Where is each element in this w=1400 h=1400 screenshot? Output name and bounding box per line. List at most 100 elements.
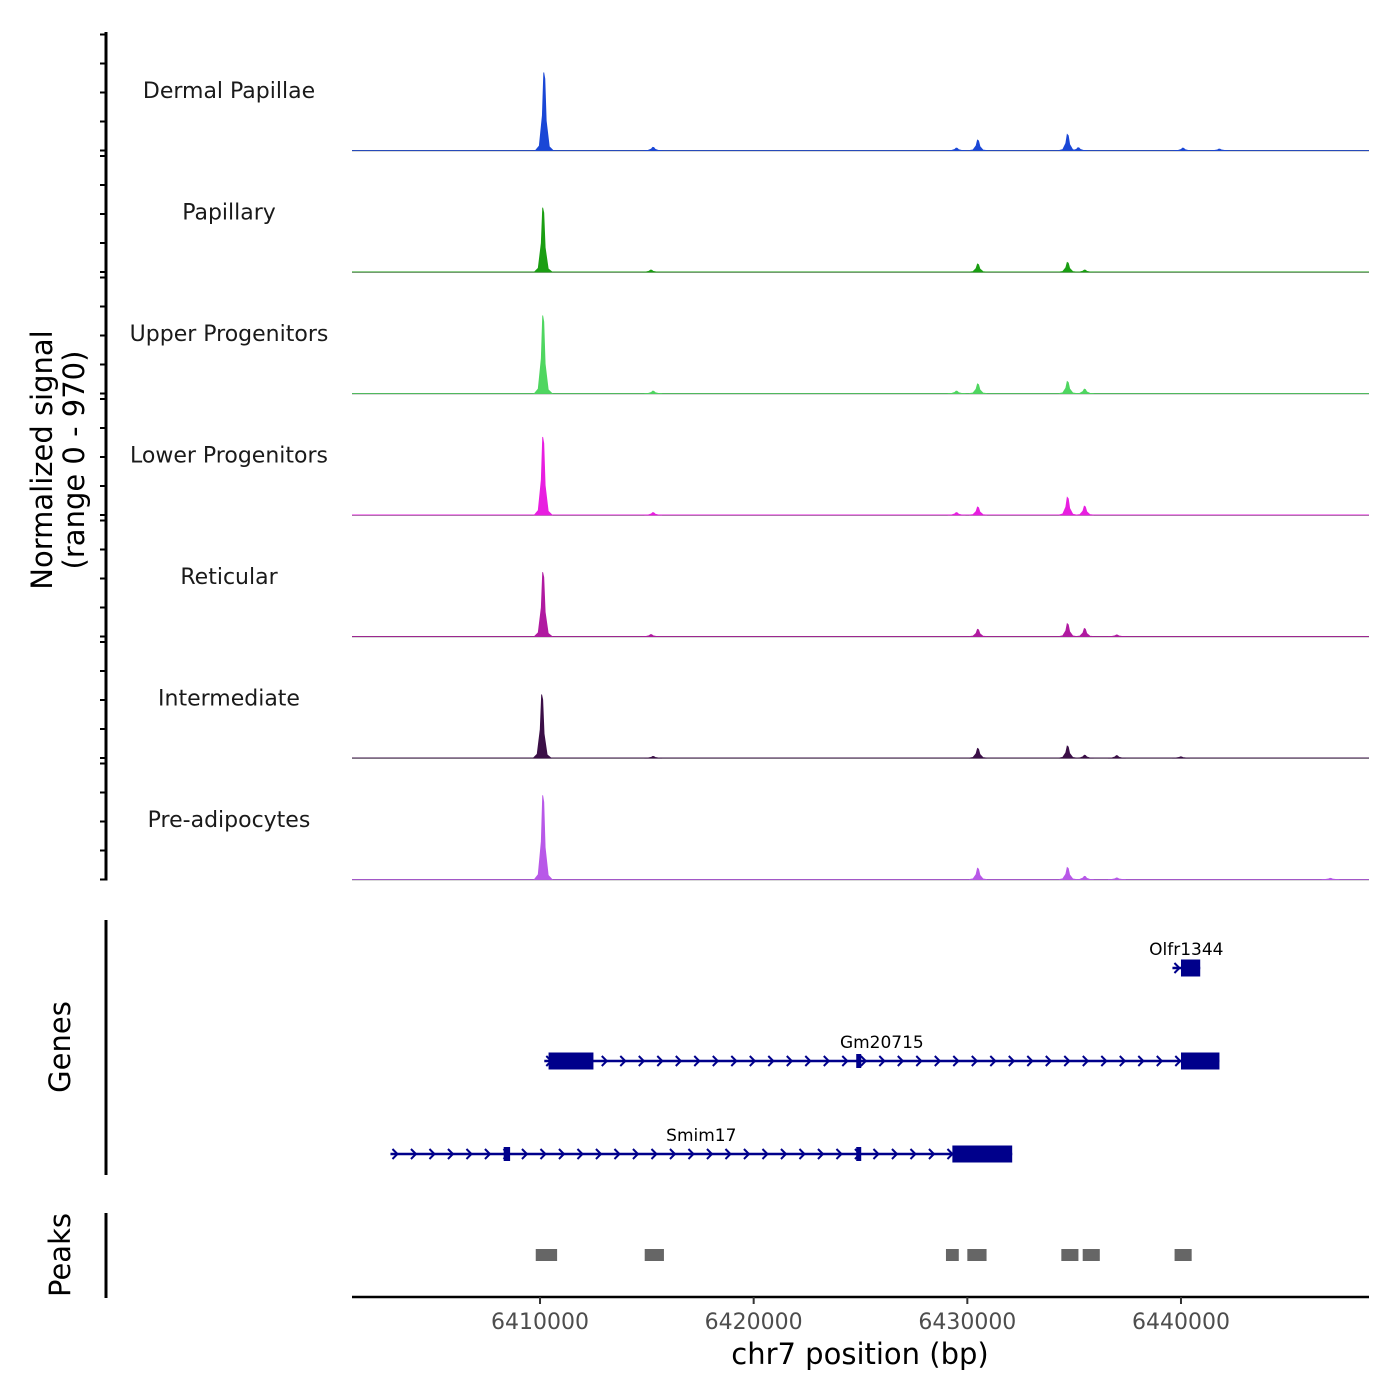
strand-arrow-icon (650, 1148, 658, 1160)
strand-arrow-icon (909, 1148, 917, 1160)
gene-exon (856, 1147, 862, 1161)
signal-peak (644, 755, 663, 759)
strand-arrow-icon (656, 1055, 664, 1067)
strand-arrow-icon (638, 1055, 646, 1067)
signal-peak (969, 383, 987, 394)
signal-peak (1107, 755, 1126, 759)
peak-region (644, 1249, 664, 1261)
strand-arrow-icon (1008, 1055, 1016, 1067)
peak-regions (535, 1249, 1192, 1261)
y-axis-subtitle: (range 0 - 970) (57, 351, 91, 570)
signal-peak (644, 146, 663, 151)
strand-arrow-icon (780, 1148, 788, 1160)
strand-arrow-icon (835, 1148, 843, 1160)
strand-arrow-icon (619, 1055, 627, 1067)
strand-arrow-icon (391, 1148, 399, 1160)
strand-arrow-icon (860, 1055, 868, 1067)
track-dermal-papillae: Dermal Papillae (143, 72, 1369, 152)
strand-arrow-icon (687, 1148, 695, 1160)
x-tick-label: 6410000 (491, 1310, 589, 1335)
gene-smim17: Smim17 (390, 1126, 1013, 1163)
gene-exon (1180, 1052, 1220, 1070)
peak-region (945, 1249, 959, 1261)
strand-arrow-icon (675, 1055, 683, 1067)
gene-gm20715: Gm20715 (544, 1033, 1220, 1070)
signal-y-axis (100, 32, 108, 881)
signal-peak (533, 207, 554, 273)
signal-peak (969, 506, 987, 516)
signal-peak (644, 512, 663, 516)
strand-arrow-icon (465, 1148, 473, 1160)
strand-arrow-icon (743, 1148, 751, 1160)
signal-peak (1107, 877, 1126, 880)
signal-peak (642, 634, 661, 637)
strand-arrow-icon (632, 1148, 640, 1160)
strand-arrow-icon (823, 1055, 831, 1067)
gene-olfr1344: Olfr1344 (1149, 940, 1223, 977)
signal-peak (969, 263, 987, 273)
signal-peak (1107, 634, 1126, 637)
signal-peak (1058, 496, 1077, 516)
track-papillary: Papillary (182, 201, 1369, 273)
strand-arrow-icon (971, 1055, 979, 1067)
strand-arrow-icon (1137, 1055, 1145, 1067)
strand-arrow-icon (595, 1148, 603, 1160)
signal-peak (1069, 147, 1088, 151)
signal-peak (534, 72, 555, 151)
strand-arrow-icon (804, 1055, 812, 1067)
strand-arrow-icon (558, 1148, 566, 1160)
genes-title: Genes (43, 1001, 77, 1093)
strand-arrow-icon (601, 1055, 609, 1067)
signal-peak (1321, 877, 1340, 880)
x-tick-label: 6430000 (918, 1310, 1016, 1335)
signal-peak (642, 269, 661, 273)
signal-peak (533, 315, 554, 394)
gene-label: Smim17 (666, 1126, 736, 1146)
strand-arrow-icon (539, 1148, 547, 1160)
strand-arrow-icon (521, 1148, 529, 1160)
gene-annotations: Olfr1344 Gm20715 Smim17 (390, 940, 1223, 1163)
peak-region (967, 1249, 987, 1261)
x-tick-label: 6440000 (1132, 1310, 1230, 1335)
signal-peak (644, 390, 663, 394)
strand-arrow-icon (484, 1148, 492, 1160)
strand-arrow-icon (1045, 1055, 1053, 1067)
signal-peak (533, 795, 554, 880)
gene-exon (952, 1145, 1013, 1163)
strand-arrow-icon (915, 1055, 923, 1067)
gene-exon (548, 1052, 594, 1070)
track-label: Papillary (182, 201, 276, 226)
signal-peak (947, 512, 966, 516)
track-label: Upper Progenitors (130, 322, 329, 347)
track-reticular: Reticular (180, 565, 1369, 638)
strand-arrow-icon (576, 1148, 584, 1160)
strand-arrow-icon (613, 1148, 621, 1160)
strand-arrow-icon (410, 1148, 418, 1160)
track-label: Pre-adipocytes (148, 808, 311, 833)
signal-peak (1058, 622, 1077, 637)
strand-arrow-icon (428, 1148, 436, 1160)
strand-arrow-icon (1156, 1055, 1164, 1067)
x-axis-title: chr7 position (bp) (731, 1337, 988, 1371)
strand-arrow-icon (878, 1055, 886, 1067)
signal-peak (1075, 754, 1094, 759)
signal-peak (1058, 745, 1077, 759)
gene-exon (856, 1054, 862, 1068)
strand-arrow-icon (730, 1055, 738, 1067)
strand-arrow-icon (761, 1148, 769, 1160)
signal-peak (532, 694, 553, 759)
strand-arrow-icon (693, 1055, 701, 1067)
peak-region (535, 1249, 558, 1261)
signal-peak (969, 628, 987, 637)
gene-exon (1180, 959, 1201, 977)
signal-peak (1174, 147, 1193, 151)
signal-peak (1058, 866, 1077, 880)
strand-arrow-icon (669, 1148, 677, 1160)
strand-arrow-icon (1063, 1055, 1071, 1067)
strand-arrow-icon (928, 1148, 936, 1160)
peak-region (1061, 1249, 1079, 1261)
signal-peak (1058, 261, 1077, 273)
signal-peak (1075, 269, 1094, 273)
strand-arrow-icon (798, 1148, 806, 1160)
signal-peak (1058, 380, 1077, 394)
